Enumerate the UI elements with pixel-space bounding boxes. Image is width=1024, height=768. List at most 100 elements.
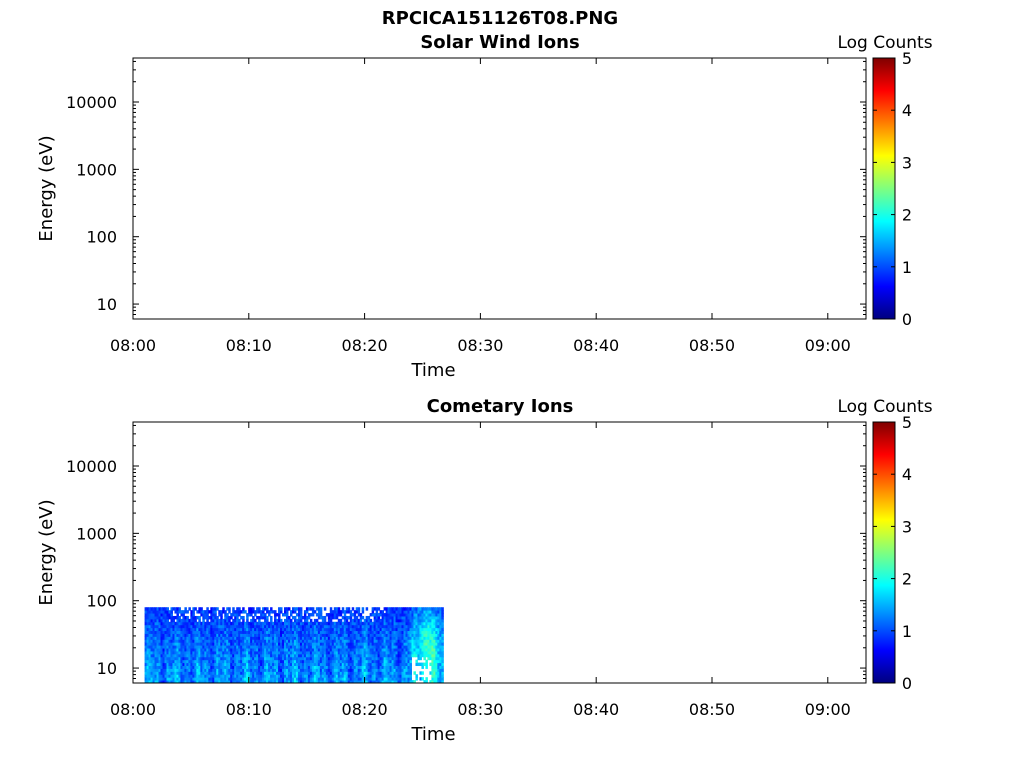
heatmap-cell [321, 671, 325, 675]
heatmap-cell [162, 633, 165, 637]
heatmap-cell [291, 624, 295, 629]
heatmap-cell [186, 650, 189, 655]
heatmap-cell [405, 642, 408, 646]
colorbar-tick-label: 4 [902, 101, 912, 120]
heatmap-cell [299, 636, 303, 640]
heatmap-cell [242, 618, 245, 623]
heatmap-cell [170, 624, 173, 629]
heatmap-cell [184, 630, 187, 634]
heatmap-cell [301, 671, 305, 675]
heatmap-cell [278, 656, 281, 661]
heatmap-cell [353, 680, 357, 684]
heatmap-cell [319, 659, 323, 664]
heatmap-cell [359, 650, 363, 655]
heatmap-cell [228, 627, 231, 632]
heatmap-cell [393, 668, 397, 672]
heatmap-cell [341, 633, 345, 637]
heatmap-cell [391, 653, 395, 658]
heatmap-cell [188, 671, 191, 675]
heatmap-cell [405, 618, 408, 623]
heatmap-cell [260, 677, 263, 681]
heatmap-cell [230, 650, 233, 655]
heatmap-cell [397, 636, 401, 640]
heatmap-cell [200, 627, 203, 632]
heatmap-cell [220, 639, 223, 643]
heatmap-cell [220, 642, 223, 646]
heatmap-cell [439, 607, 442, 611]
heatmap-cell [230, 624, 233, 629]
heatmap-cell [405, 624, 408, 629]
heatmap-cell [230, 615, 233, 620]
heatmap-cell [202, 627, 205, 632]
heatmap-cell [214, 650, 217, 655]
heatmap-cell [162, 677, 165, 681]
heatmap-cell [395, 639, 399, 643]
heatmap-cell [252, 624, 255, 629]
heatmap-cell [244, 650, 247, 655]
heatmap-cell [220, 650, 223, 655]
heatmap-cell [437, 671, 440, 675]
x-tick-label: 08:10 [226, 700, 272, 719]
heatmap-cell [154, 671, 158, 675]
heatmap-cell [305, 610, 309, 614]
heatmap-cell [164, 668, 167, 672]
heatmap-cell [160, 636, 163, 640]
heatmap-cell [194, 624, 197, 629]
heatmap-cell [264, 659, 267, 664]
heatmap-cell [196, 653, 199, 658]
heatmap-cell [433, 656, 436, 661]
heatmap-cell [327, 653, 331, 658]
heatmap-cell [411, 624, 414, 629]
heatmap-cell [333, 653, 337, 658]
heatmap-cell [270, 642, 273, 646]
heatmap-cell [264, 642, 267, 646]
heatmap-cell [381, 650, 385, 655]
heatmap-cell [246, 665, 249, 669]
heatmap-cell [379, 639, 383, 643]
heatmap-cell [186, 659, 189, 664]
heatmap-cell [216, 668, 219, 672]
heatmap-cell [439, 650, 442, 655]
heatmap-cell [186, 653, 189, 658]
heatmap-cell [180, 671, 183, 675]
heatmap-cell [309, 665, 313, 669]
heatmap-cell [178, 642, 181, 646]
heatmap-cell [216, 639, 219, 643]
heatmap-cell [240, 636, 243, 640]
heatmap-cell [252, 674, 255, 678]
heatmap-cell [244, 653, 247, 658]
heatmap-cell [222, 650, 225, 655]
heatmap-cell [214, 636, 217, 640]
heatmap-cell [375, 662, 379, 667]
heatmap-cell [371, 633, 375, 637]
heatmap-cell [188, 607, 191, 611]
heatmap-cell [246, 642, 249, 646]
heatmap-cell [375, 648, 379, 652]
heatmap-cell [166, 642, 169, 646]
heatmap-cell [220, 653, 223, 658]
heatmap-cell [379, 677, 383, 681]
heatmap-cell [379, 627, 383, 632]
heatmap-cell [214, 618, 217, 623]
heatmap-cell [246, 645, 249, 649]
heatmap-cell [337, 680, 341, 684]
heatmap-cell [397, 662, 401, 667]
heatmap-cell [299, 642, 303, 646]
heatmap-cell [186, 648, 189, 652]
heatmap-cell [335, 621, 339, 626]
heatmap-cell [303, 645, 307, 649]
heatmap-cell [222, 659, 225, 664]
heatmap-cell [190, 624, 193, 629]
heatmap-cell [363, 618, 367, 623]
heatmap-cell [250, 636, 253, 640]
heatmap-cell [385, 636, 389, 640]
heatmap-cell [264, 633, 267, 637]
heatmap-cell [371, 639, 375, 643]
heatmap-cell [254, 665, 257, 669]
heatmap-cell [188, 624, 191, 629]
heatmap-cell [391, 674, 395, 678]
heatmap-cell [309, 636, 313, 640]
heatmap-cell [421, 665, 424, 669]
heatmap-cell [270, 662, 273, 667]
